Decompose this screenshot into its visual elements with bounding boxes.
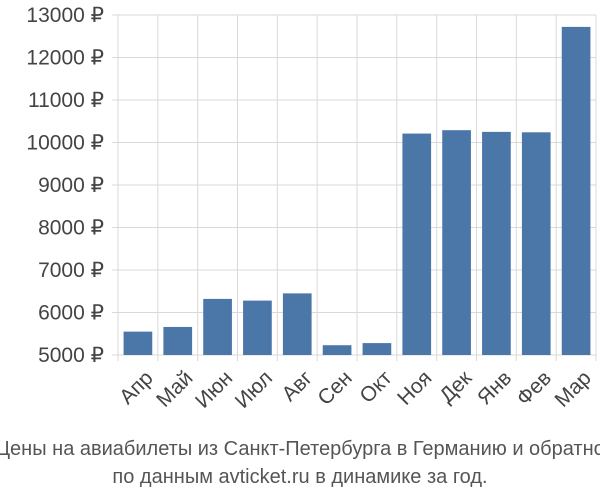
x-tick-label: Сен — [313, 366, 356, 409]
x-tick-label: Май — [152, 366, 197, 411]
x-tick-label: Фев — [512, 366, 556, 410]
grid-lines — [112, 14, 597, 361]
bar-5 — [282, 293, 312, 355]
x-tick-label: Дек — [435, 366, 477, 408]
y-tick-label: 7000 ₽ — [38, 259, 104, 282]
bars — [123, 26, 591, 356]
y-tick-label: 12000 ₽ — [26, 47, 104, 70]
x-tick-label: Авг — [277, 366, 317, 406]
x-tick-label: Окт — [355, 366, 397, 408]
y-tick-label: 6000 ₽ — [38, 302, 104, 325]
bar-6 — [322, 345, 352, 355]
y-tick-label: 10000 ₽ — [26, 132, 104, 155]
y-tick-label: 11000 ₽ — [28, 89, 104, 112]
x-tick-label: Ноя — [393, 366, 436, 409]
bar-9 — [442, 130, 471, 355]
bar-3 — [203, 298, 232, 355]
bar-8 — [402, 133, 432, 355]
x-tick-label: Июн — [191, 366, 237, 412]
bar-4 — [243, 300, 272, 355]
y-tick-label: 8000 ₽ — [38, 217, 104, 240]
bar-2 — [163, 326, 193, 355]
bar-10 — [482, 131, 511, 355]
x-tick-label: Июл — [231, 366, 277, 412]
x-tick-label: Мар — [550, 366, 595, 411]
bar-7 — [362, 343, 392, 355]
y-tick-label: 13000 ₽ — [26, 4, 104, 27]
chart-caption-line2: по данным avticket.ru в динамике за год. — [112, 466, 487, 488]
x-tick-label: Янв — [473, 366, 516, 409]
chart-caption-line1: Цены на авиабилеты из Санкт-Петербурга в… — [0, 438, 600, 460]
bar-12 — [561, 26, 591, 356]
bar-11 — [521, 132, 551, 355]
bar-1 — [123, 331, 153, 355]
x-tick-label: Апр — [115, 366, 157, 408]
y-tick-label: 5000 ₽ — [38, 344, 104, 367]
y-axis-ticks: 5000 ₽ 6000 ₽ 7000 ₽ 8000 ₽ 9000 ₽ 10000 ₽ 110… — [26, 4, 104, 367]
y-tick-label: 9000 ₽ — [38, 174, 104, 197]
